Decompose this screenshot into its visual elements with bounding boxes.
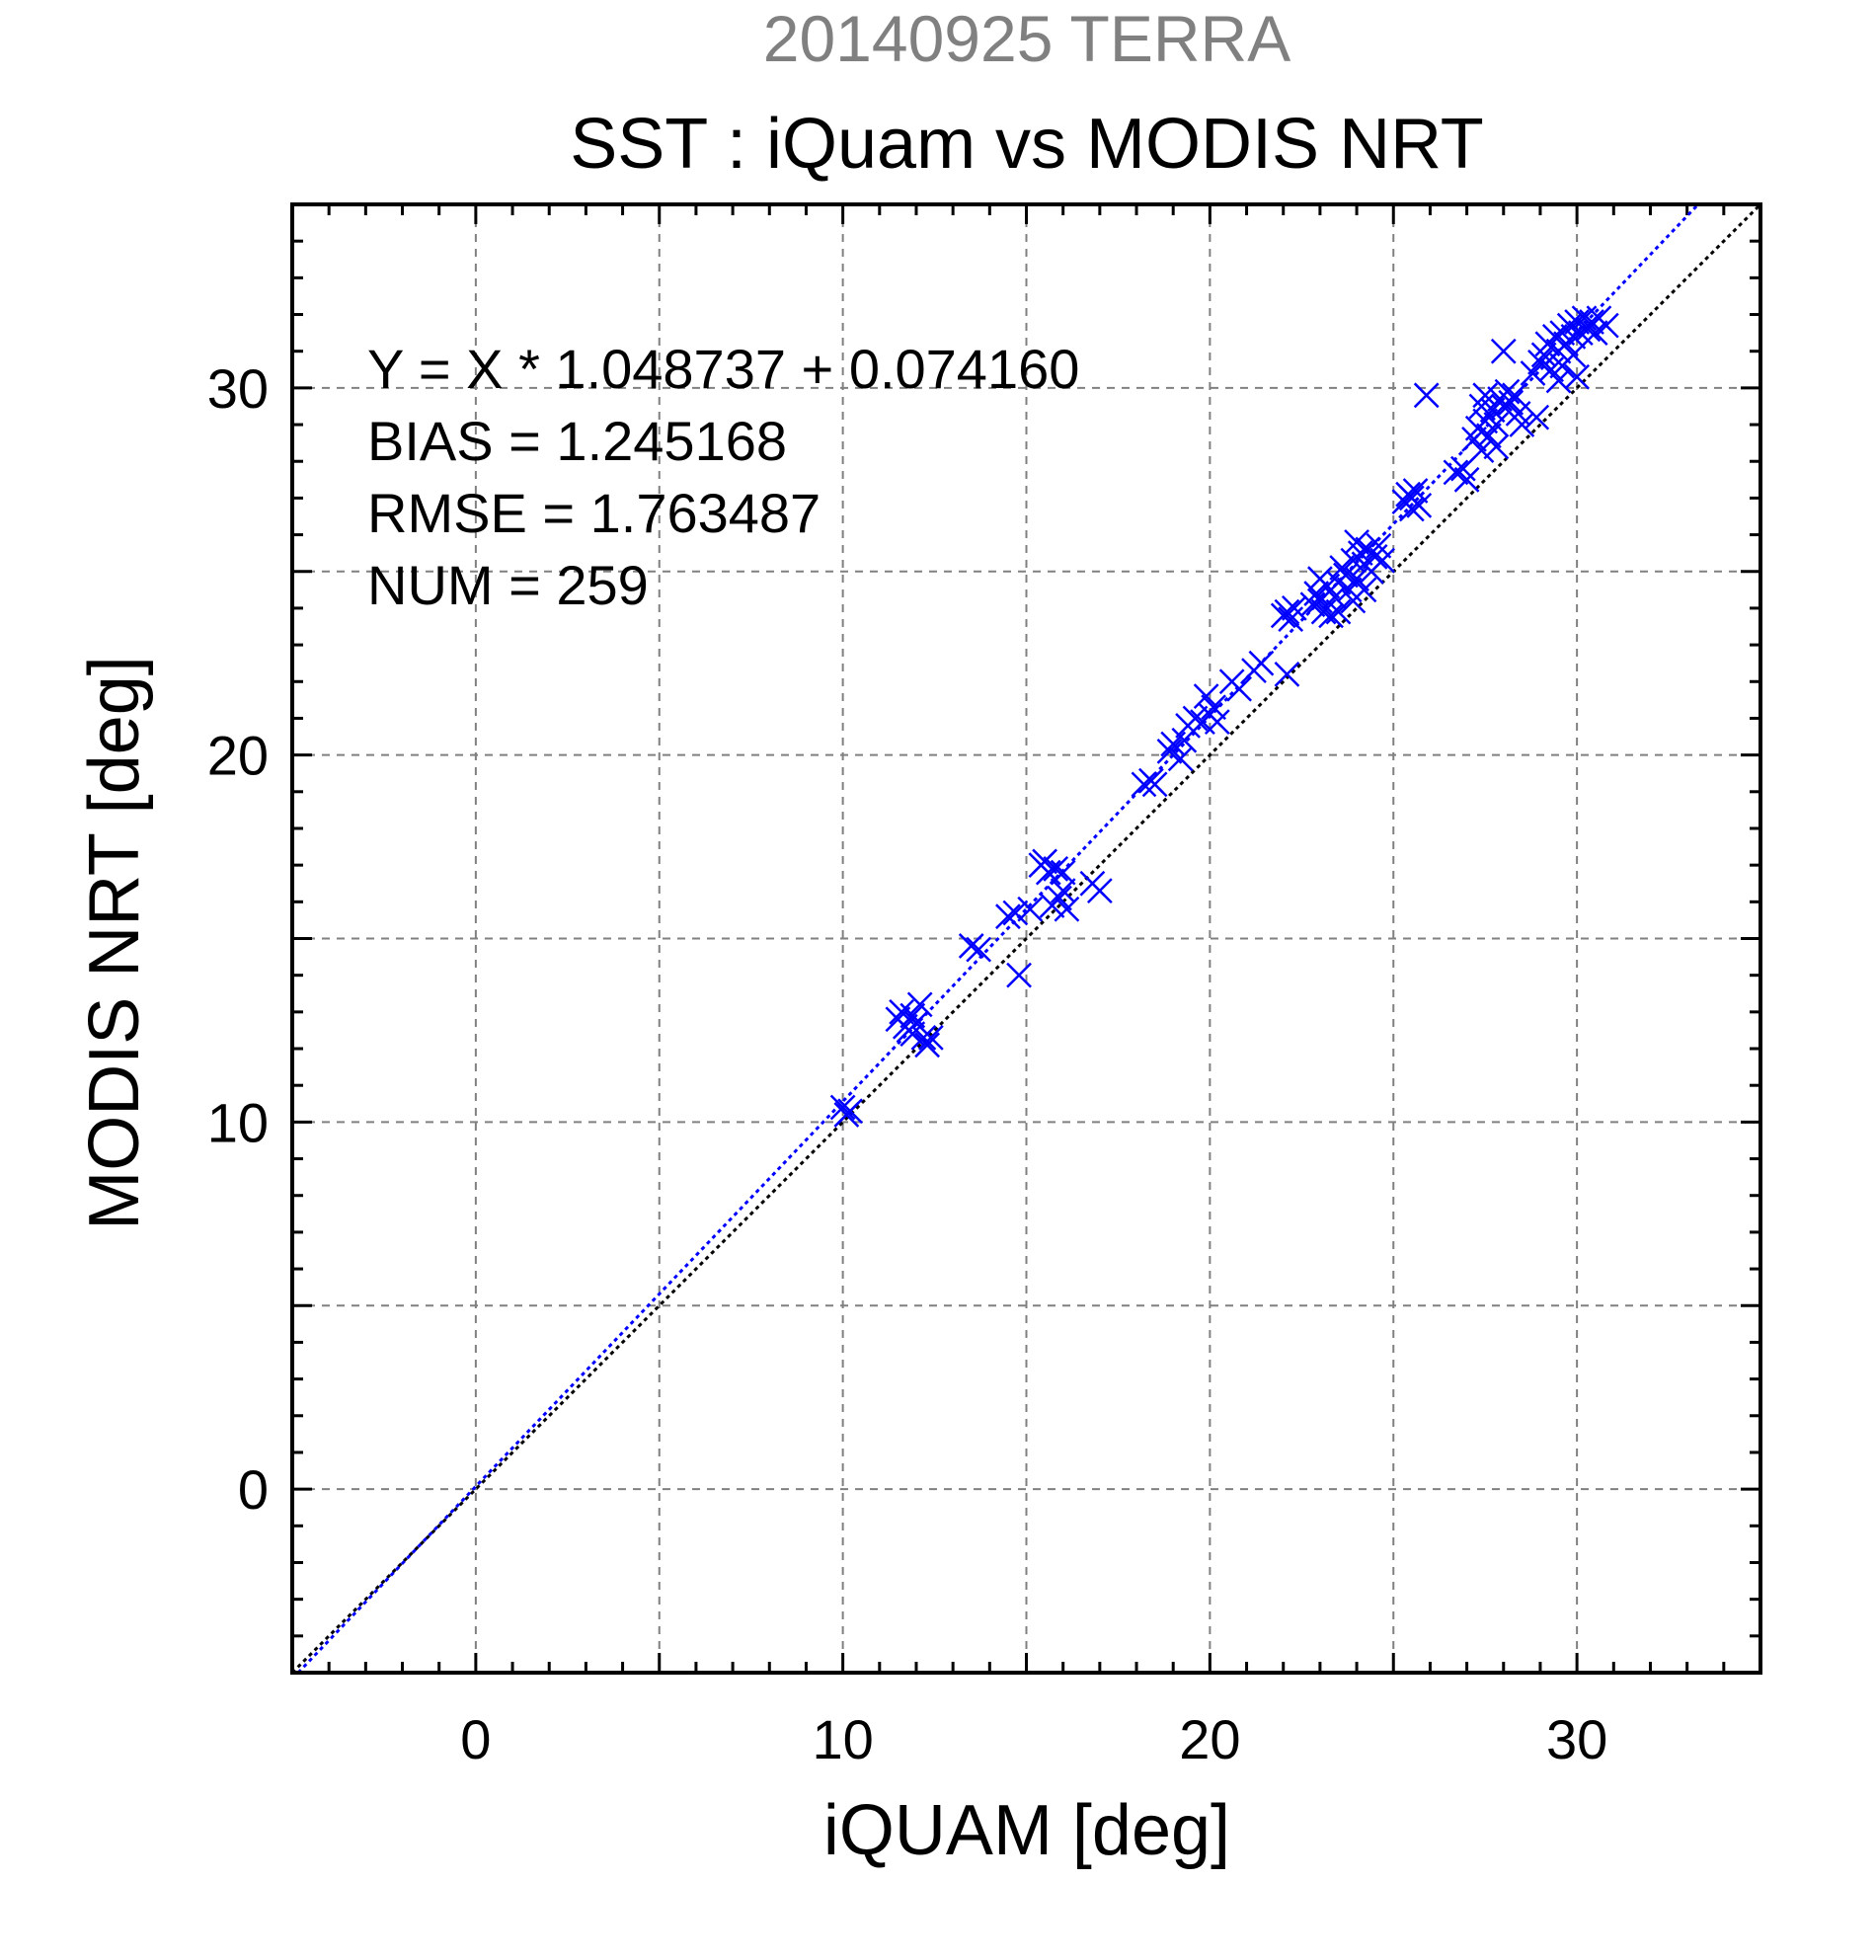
y-tick-label: 10 (207, 1091, 269, 1153)
data-point (1226, 675, 1252, 702)
data-point (1043, 855, 1069, 882)
data-point (1248, 650, 1275, 676)
data-point (1453, 466, 1480, 493)
data-point (1156, 739, 1183, 764)
data-point (1193, 683, 1219, 710)
y-tick-label: 30 (207, 357, 269, 420)
data-point (1468, 437, 1495, 463)
chart-subtitle: 20140925 TERRA (763, 2, 1290, 75)
tick-labels: 0 10 20 30 0 10 20 30 (207, 357, 1608, 1770)
data-point (1131, 771, 1157, 798)
data-point (899, 1021, 926, 1048)
data-point (1369, 547, 1395, 574)
data-point (966, 936, 992, 963)
data-point (1468, 393, 1495, 420)
rmse-value: RMSE = 1.763487 (367, 482, 821, 544)
data-point (899, 1002, 926, 1029)
plot-frame (290, 202, 1762, 1675)
data-point (1047, 885, 1072, 911)
data-point (1490, 338, 1517, 364)
data-point (1017, 896, 1044, 922)
data-point (1050, 859, 1076, 886)
data-point (1351, 577, 1377, 603)
data-point (829, 1094, 856, 1121)
x-axis-label: iQUAM [deg] (823, 1791, 1230, 1870)
data-point (1406, 492, 1433, 518)
data-point (1006, 962, 1032, 988)
x-tick-label: 30 (1546, 1708, 1607, 1770)
data-point (1476, 423, 1502, 449)
data-point (1307, 566, 1333, 592)
y-tick-label: 0 (238, 1458, 269, 1521)
identity-line (290, 202, 1762, 1675)
data-point (1498, 389, 1524, 416)
data-point (1483, 412, 1510, 437)
data-point (1204, 709, 1230, 736)
fit-statistics: Y = X * 1.048737 + 0.074160 BIAS = 1.245… (367, 338, 1079, 616)
grid (292, 204, 1760, 1673)
data-point (1182, 705, 1209, 732)
data-point (1582, 320, 1608, 346)
data-point (1549, 353, 1576, 379)
data-point (1593, 312, 1619, 339)
y-tick-label: 20 (207, 725, 269, 787)
data-point (914, 1032, 941, 1058)
data-point (958, 933, 984, 959)
chart-title: SST : iQuam vs MODIS NRT (570, 105, 1484, 184)
data-point (1344, 566, 1369, 592)
x-tick-label: 20 (1179, 1708, 1240, 1770)
data-point (1398, 496, 1425, 522)
data-point (1366, 532, 1392, 559)
fit-equation: Y = X * 1.048737 + 0.074160 (367, 338, 1079, 400)
data-point (1545, 367, 1572, 394)
data-point (1141, 771, 1168, 798)
data-point (1050, 878, 1076, 904)
data-point (1509, 412, 1535, 437)
data-point (1524, 404, 1550, 431)
num-value: NUM = 259 (367, 554, 649, 616)
data-point (1443, 459, 1469, 486)
data-point (1201, 694, 1226, 721)
data-point (1413, 382, 1440, 409)
data-point (1274, 598, 1300, 625)
data-point (833, 1102, 860, 1128)
data-point (1325, 598, 1352, 625)
data-point (1329, 555, 1356, 581)
data-point (1344, 529, 1369, 555)
x-tick-label: 10 (812, 1708, 873, 1770)
data-point (1483, 433, 1510, 460)
data-point (1560, 323, 1587, 350)
data-point (1086, 878, 1113, 904)
x-tick-label: 0 (460, 1708, 491, 1770)
bias-value: BIAS = 1.245168 (367, 410, 787, 472)
data-point (906, 991, 933, 1018)
data-point (995, 903, 1021, 930)
data-point (1274, 661, 1300, 687)
y-axis-label: MODIS NRT [deg] (75, 656, 154, 1230)
data-points (829, 305, 1619, 1128)
data-point (1002, 900, 1029, 926)
